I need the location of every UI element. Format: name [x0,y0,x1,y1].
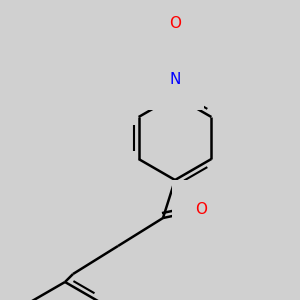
Text: N: N [169,73,181,88]
Text: O: O [195,202,207,217]
Text: O: O [169,16,181,32]
